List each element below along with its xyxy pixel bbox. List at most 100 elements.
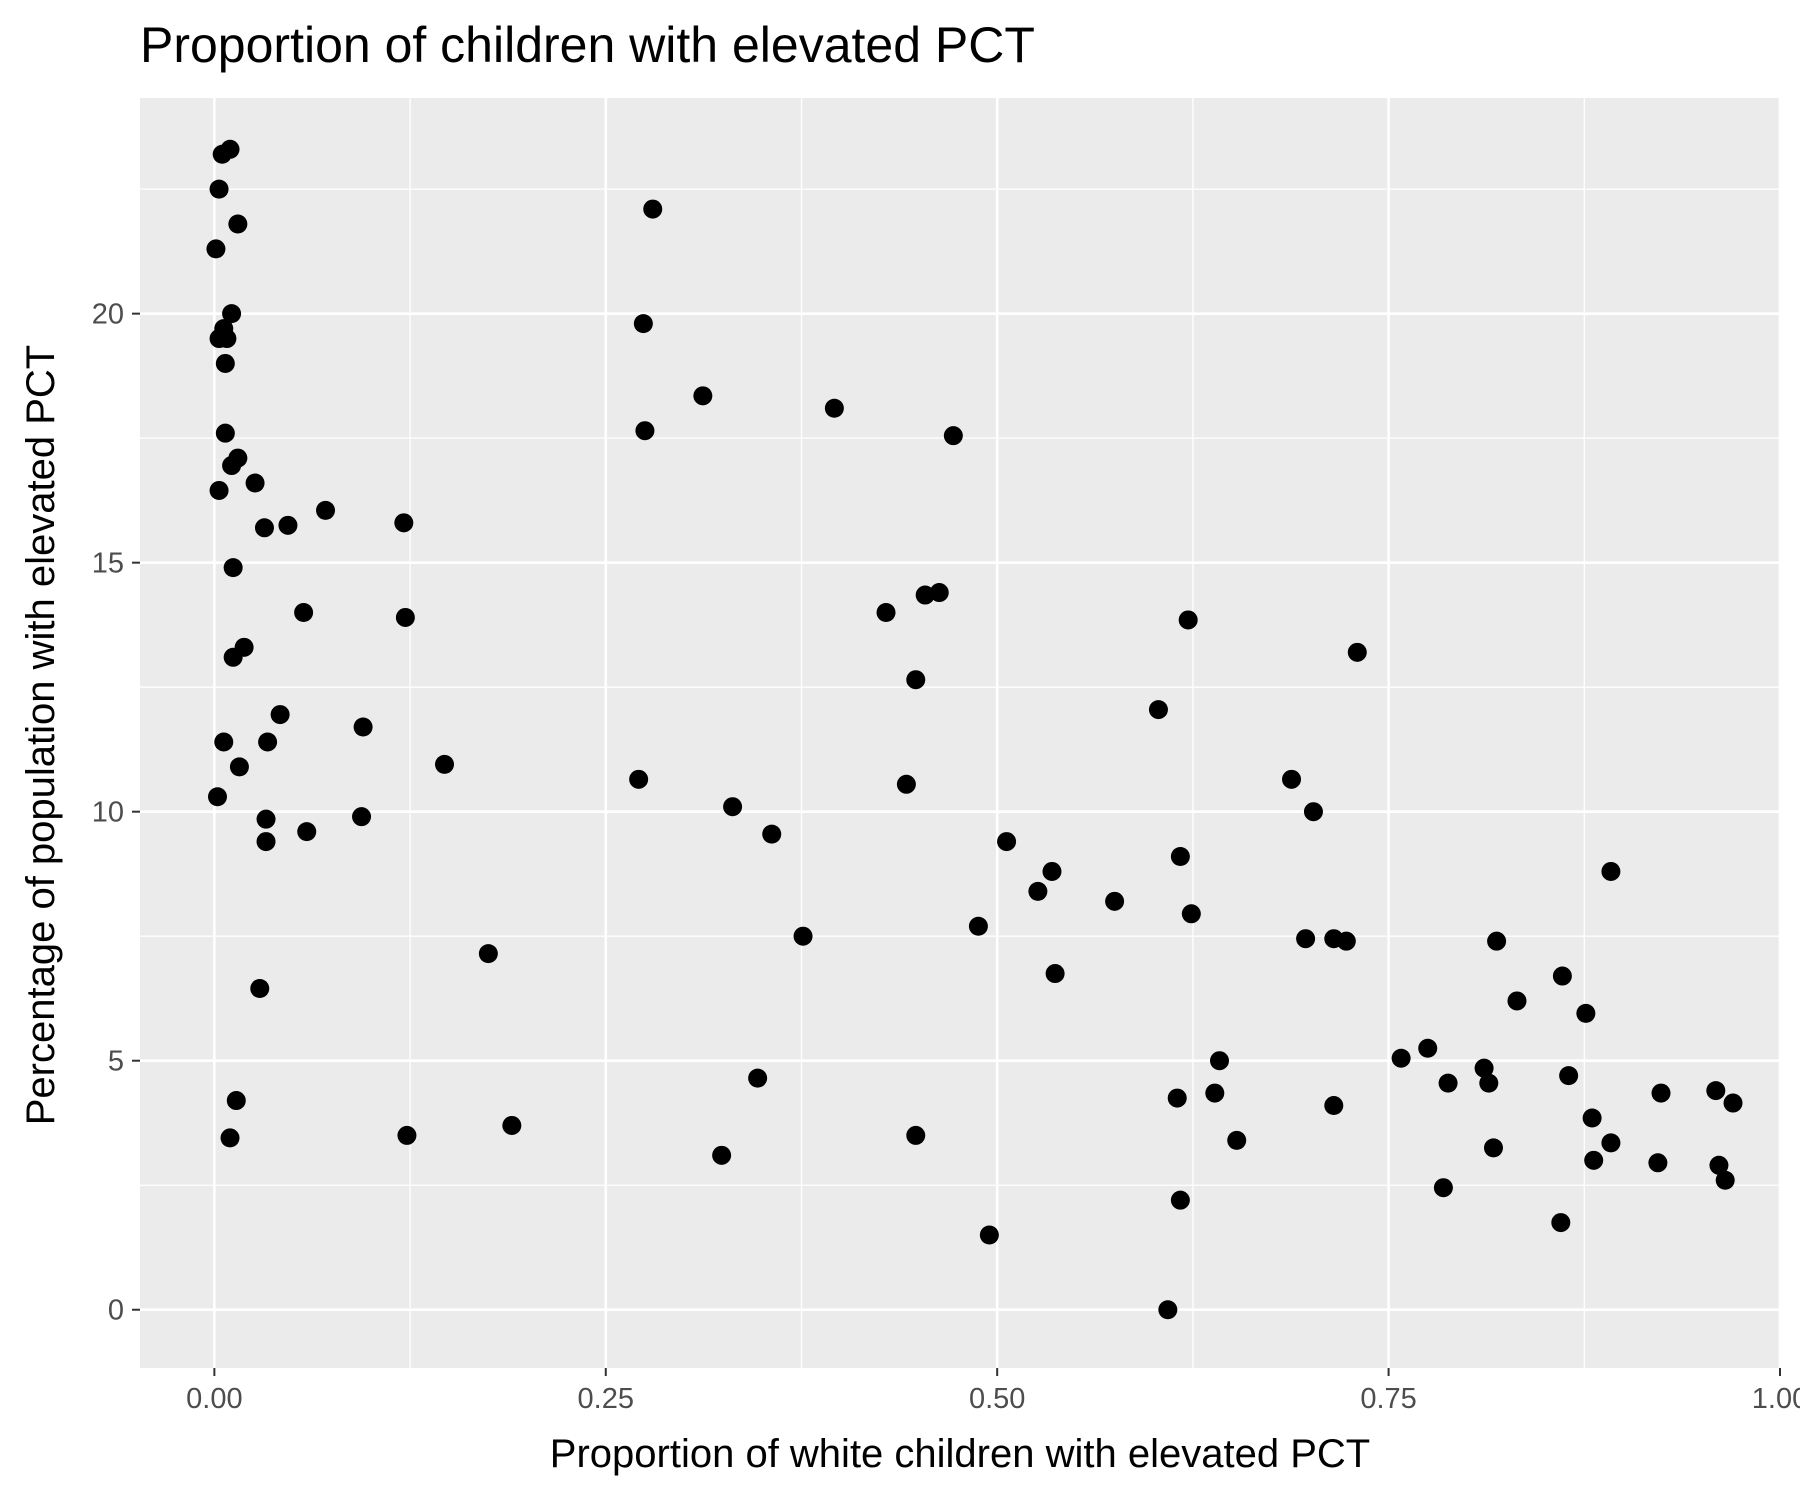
- data-point: [1282, 769, 1302, 789]
- data-point: [723, 797, 743, 817]
- minor-gridlines: [140, 98, 1780, 1368]
- data-point: [997, 832, 1017, 852]
- data-point: [896, 774, 916, 794]
- data-point: [906, 1125, 926, 1145]
- data-point: [395, 607, 415, 627]
- data-point: [215, 353, 235, 373]
- x-tick-label: 0.50: [969, 1383, 1025, 1415]
- data-point: [1706, 1081, 1726, 1101]
- data-point: [1210, 1051, 1230, 1071]
- data-point: [278, 515, 298, 535]
- data-point: [1483, 1138, 1503, 1158]
- data-point: [435, 754, 455, 774]
- data-point: [229, 757, 249, 777]
- data-point: [1709, 1155, 1729, 1175]
- data-point: [1723, 1093, 1743, 1113]
- data-point: [693, 386, 713, 406]
- data-point: [1181, 904, 1201, 924]
- data-point: [397, 1125, 417, 1145]
- data-point: [478, 944, 498, 964]
- data-point: [943, 426, 963, 446]
- chart-title: Proportion of children with elevated PCT: [140, 17, 1035, 73]
- data-point: [215, 423, 235, 443]
- data-point: [633, 314, 653, 334]
- data-point: [1170, 847, 1190, 867]
- major-gridlines: [140, 98, 1782, 1368]
- data-point: [1576, 1003, 1596, 1023]
- data-point: [212, 144, 232, 164]
- data-point: [824, 398, 844, 418]
- y-tick-label: 0: [108, 1295, 124, 1327]
- data-point: [1601, 861, 1621, 881]
- data-point: [1205, 1083, 1225, 1103]
- data-point: [209, 480, 229, 500]
- data-point: [1391, 1048, 1411, 1068]
- data-point: [394, 513, 414, 533]
- data-point: [207, 787, 227, 807]
- data-point: [502, 1115, 522, 1135]
- data-point: [762, 824, 782, 844]
- data-point: [1418, 1038, 1438, 1058]
- data-point: [1347, 642, 1367, 662]
- data-point: [1148, 700, 1168, 720]
- y-axis: 0 5 10 15 20: [92, 299, 140, 1327]
- data-point: [1045, 964, 1065, 984]
- data-point: [712, 1145, 732, 1165]
- x-tick-label: 1.00: [1752, 1383, 1800, 1415]
- data-point: [1584, 1150, 1604, 1170]
- data-point: [1648, 1153, 1668, 1173]
- data-point: [929, 583, 949, 603]
- data-point: [748, 1068, 768, 1088]
- data-point: [250, 978, 270, 998]
- data-point: [1158, 1300, 1178, 1320]
- data-point: [1582, 1108, 1602, 1128]
- plot-panel: [140, 98, 1780, 1368]
- data-point: [316, 500, 336, 520]
- data-point: [256, 832, 276, 852]
- data-point: [1227, 1130, 1247, 1150]
- data-point: [906, 670, 926, 690]
- data-point: [1552, 966, 1572, 986]
- data-point: [1474, 1058, 1494, 1078]
- data-point: [222, 456, 242, 476]
- data-point: [1551, 1213, 1571, 1233]
- y-tick-label: 15: [92, 548, 124, 580]
- x-tick-label: 0.25: [578, 1383, 634, 1415]
- x-tick-label: 0.75: [1360, 1383, 1416, 1415]
- data-point: [353, 717, 373, 737]
- y-tick-label: 5: [108, 1046, 124, 1078]
- data-point: [635, 421, 655, 441]
- data-point: [1507, 991, 1527, 1011]
- data-point: [209, 179, 229, 199]
- data-point: [876, 602, 896, 622]
- data-point: [1487, 931, 1507, 951]
- x-tick-label: 0.00: [186, 1383, 242, 1415]
- data-point: [352, 807, 372, 827]
- data-point: [1601, 1133, 1621, 1153]
- data-point: [1167, 1088, 1187, 1108]
- data-point: [1324, 1096, 1344, 1116]
- y-tick-label: 10: [92, 797, 124, 829]
- data-point: [793, 926, 813, 946]
- data-point: [220, 1128, 240, 1148]
- data-point: [1651, 1083, 1671, 1103]
- data-point: [223, 558, 243, 578]
- data-point: [1336, 931, 1356, 951]
- x-axis-title: Proportion of white children with elevat…: [550, 1432, 1370, 1476]
- data-point: [1715, 1170, 1735, 1190]
- y-axis-title: Percentage of population with elevated P…: [19, 345, 63, 1126]
- data-point: [228, 214, 248, 234]
- data-point: [297, 822, 317, 842]
- data-point: [234, 637, 254, 657]
- data-point: [217, 329, 237, 349]
- data-point: [1438, 1073, 1458, 1093]
- data-point: [256, 809, 276, 829]
- data-point: [1303, 802, 1323, 822]
- data-points: [206, 139, 1743, 1320]
- data-point: [294, 602, 314, 622]
- y-tick-label: 20: [92, 299, 124, 331]
- data-point: [1105, 891, 1125, 911]
- data-point: [629, 769, 649, 789]
- data-point: [1296, 929, 1316, 949]
